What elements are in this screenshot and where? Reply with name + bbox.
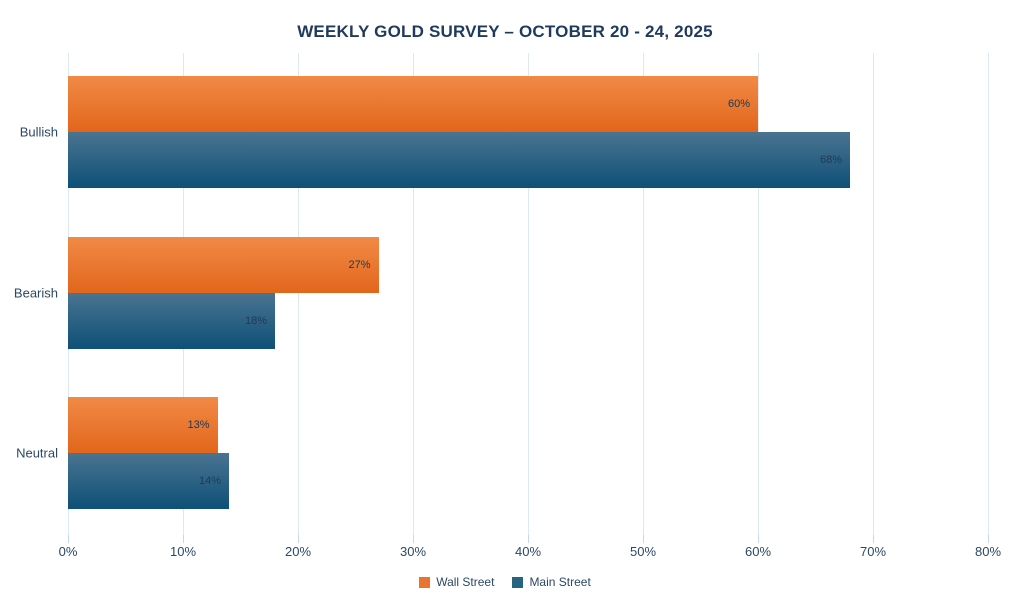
bar-value-label: 68% [819,154,842,166]
plot-area: 60% 68% 27% 18% 13% 14% [68,53,989,543]
gridline [643,53,644,535]
x-tick-label-50: 50% [629,544,657,559]
bar-main-street-bullish: 68% [68,132,850,188]
x-tick-label-80: 80% [974,544,1002,559]
axis-tick [988,535,989,543]
x-tick-label-20: 20% [284,544,312,559]
bar-main-street-neutral: 14% [68,453,229,510]
gridline [873,53,874,535]
axis-tick [183,535,184,543]
axis-tick [413,535,414,543]
legend-label: Main Street [529,575,591,589]
bar-main-street-bearish: 18% [68,292,275,349]
legend-swatch-wall-street [419,576,431,588]
axis-tick [643,535,644,543]
legend-item-wall-street: Wall Street [419,575,494,589]
bar-wall-street-bearish: 27% [68,236,379,293]
axis-tick [758,535,759,543]
category-label-neutral: Neutral [16,445,58,461]
category-label-bearish: Bearish [13,285,58,301]
category-label-bullish: Bullish [19,124,58,140]
x-tick-label-10: 10% [169,544,197,559]
legend: Wall Street Main Street [0,575,1010,589]
legend-label: Wall Street [436,575,495,589]
axis-tick [873,535,874,543]
gridline [298,53,299,535]
bar-value-label: 13% [187,419,210,432]
chart-title: WEEKLY GOLD SURVEY – OCTOBER 20 - 24, 20… [297,22,713,41]
gridline [528,53,529,535]
axis-tick [298,535,299,543]
legend-item-main-street: Main Street [512,575,591,589]
gridline [413,53,414,535]
bar-value-label: 60% [727,98,750,110]
x-tick-label-30: 30% [399,544,427,559]
x-tick-label-40: 40% [514,544,542,559]
bar-wall-street-neutral: 13% [68,397,218,454]
x-tick-label-60: 60% [744,544,772,559]
gridline [758,53,759,535]
axis-tick [68,535,69,543]
gridline [988,53,989,535]
axis-tick [528,535,529,543]
bar-value-label: 27% [348,258,371,271]
legend-swatch-main-street [512,576,524,588]
bar-value-label: 18% [244,314,267,327]
x-tick-label-70: 70% [859,544,887,559]
bar-value-label: 14% [198,475,221,488]
x-tick-label-0: 0% [58,544,78,559]
bar-wall-street-bullish: 60% [68,76,758,132]
